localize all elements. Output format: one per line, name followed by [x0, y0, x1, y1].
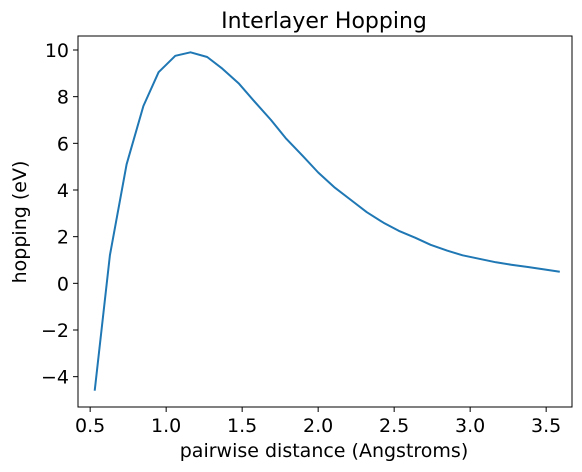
y-tick-label: 8	[57, 87, 69, 109]
y-tick-label: −2	[41, 320, 69, 342]
x-tick-label: 3.0	[455, 415, 485, 437]
x-tick-label: 1.0	[151, 415, 181, 437]
series-layer	[93, 51, 560, 391]
chart-title: Interlayer Hopping	[221, 9, 427, 34]
x-axis-label: pairwise distance (Angstroms)	[180, 440, 469, 462]
y-tick-label: 0	[57, 273, 69, 295]
x-axis: 0.5 1.0 1.5 2.0 2.5 3.0 3.5	[75, 407, 561, 437]
y-tick-label: −4	[41, 367, 69, 389]
x-tick-label: 1.5	[227, 415, 257, 437]
x-tick-label: 0.5	[75, 415, 105, 437]
y-tick-label: 2	[57, 227, 69, 249]
y-tick-label: 10	[45, 40, 69, 62]
y-axis-label: hopping (eV)	[9, 161, 31, 284]
plot-frame	[77, 35, 573, 408]
series-line	[93, 51, 560, 391]
x-tick-label: 3.5	[531, 415, 561, 437]
y-tick-label: 6	[57, 133, 69, 155]
y-axis: −4 −2 0 2 4 6 8 10	[41, 40, 78, 389]
x-tick-label: 2.5	[379, 415, 409, 437]
x-tick-label: 2.0	[303, 415, 333, 437]
y-tick-label: 4	[57, 180, 69, 202]
